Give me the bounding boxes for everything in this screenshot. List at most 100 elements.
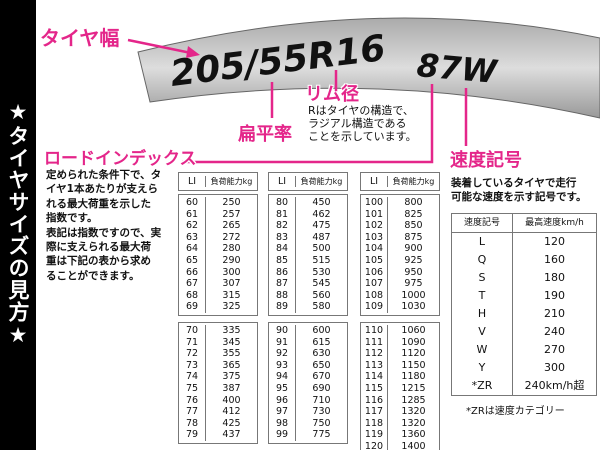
- load-capacity: 437: [222, 429, 241, 441]
- text-line: イヤ1本あたりが支えら: [46, 183, 158, 196]
- load-index: 107: [361, 278, 388, 290]
- load-index: 79: [179, 429, 206, 441]
- load-index: 83: [269, 231, 296, 244]
- load-capacity: 580: [312, 301, 331, 313]
- load-index: 76: [179, 394, 206, 407]
- table-row: 110 1060: [361, 324, 439, 337]
- table-row: 74 375: [179, 371, 257, 383]
- table-row: 91 615: [269, 336, 347, 349]
- load-capacity: 345: [222, 336, 241, 348]
- load-capacity: 950: [404, 266, 423, 278]
- load-capacity: 900: [404, 243, 423, 255]
- load-capacity: 545: [312, 278, 331, 290]
- load-capacity: 1360: [401, 429, 426, 441]
- pointer-lines: [127, 38, 468, 164]
- load-index: 104: [361, 243, 388, 255]
- load-index: 62: [179, 220, 206, 232]
- table-row: 83 487: [269, 231, 347, 244]
- table-row: 112 1120: [361, 348, 439, 360]
- load-index: 113: [361, 359, 388, 372]
- load-capacity: 1285: [401, 394, 426, 406]
- table-row: H 210: [452, 305, 596, 323]
- load-capacity: 1150: [401, 359, 426, 371]
- load-index: 89: [269, 301, 296, 313]
- header-cell: LI: [269, 176, 296, 187]
- table-row: 108 1000: [361, 289, 439, 302]
- table-row: V 240: [452, 323, 596, 341]
- load-index: 95: [269, 382, 296, 395]
- load-index: 88: [269, 289, 296, 302]
- table-row: 107 975: [361, 278, 439, 290]
- table-row: 98 750: [269, 417, 347, 430]
- load-index: 86: [269, 266, 296, 279]
- load-capacity: 257: [222, 208, 241, 220]
- load-capacity: 462: [312, 208, 331, 220]
- table-header: LI 負荷能力kg: [360, 172, 440, 191]
- table-row: 69 325: [179, 301, 257, 313]
- table-row: 79 437: [179, 429, 257, 441]
- table-row: 66 300: [179, 266, 257, 279]
- load-capacity: 475: [312, 220, 331, 232]
- table-header: 速度記号 最高速度km/h: [452, 214, 596, 233]
- load-index: 84: [269, 243, 296, 255]
- table-group: 80 450 81 462 82 475 83 487 84 500 85 515 86 530 87 545…: [268, 194, 348, 316]
- speed-text: 装着しているタイヤで走行 可能な速度を示す記号です。: [451, 176, 586, 204]
- sidebar-title: ★タイヤサイズの見方★: [6, 100, 30, 348]
- table-row: 87 545: [269, 278, 347, 290]
- table-row: 119 1360: [361, 429, 439, 441]
- load-capacity: 355: [222, 348, 241, 360]
- load-capacity: 750: [312, 417, 331, 429]
- speed-symbol: Y: [452, 359, 513, 377]
- load-index-label: ロードインデックス: [44, 149, 197, 169]
- load-index: 65: [179, 254, 206, 267]
- table-row: S 180: [452, 269, 596, 287]
- speed-symbol: S: [452, 269, 513, 287]
- load-capacity: 730: [312, 406, 331, 418]
- table-row: 65 290: [179, 254, 257, 267]
- speed-label: 速度記号: [450, 150, 522, 171]
- table-row: 63 272: [179, 231, 257, 244]
- load-index: 64: [179, 243, 206, 255]
- table-row: Q 160: [452, 251, 596, 269]
- load-table: LI 負荷能力kg 60 250 61 257 62 265 63 272 64 280 65 290 66…: [178, 172, 258, 444]
- max-speed: 190: [544, 289, 565, 302]
- table-row: 85 515: [269, 254, 347, 267]
- speed-symbol: T: [452, 287, 513, 305]
- load-capacity: 670: [312, 371, 331, 383]
- header-cell: 負荷能力kg: [210, 177, 253, 186]
- load-capacity: 615: [312, 336, 331, 348]
- load-index: 77: [179, 406, 206, 418]
- load-index: 96: [269, 394, 296, 407]
- load-capacity: 400: [222, 394, 241, 406]
- text-line: 表記は指数ですので、実: [46, 226, 162, 239]
- table-row: 101 825: [361, 208, 439, 221]
- tire-service: 87W: [415, 46, 500, 91]
- table-row: 68 315: [179, 289, 257, 302]
- table-row: 82 475: [269, 220, 347, 232]
- text-line: 可能な速度を示す記号です。: [451, 191, 587, 203]
- table-group: 110 1060 111 1090 112 1120 113 1150 114 1180 115 12…: [360, 321, 440, 450]
- text-line: ことを示しています。: [308, 130, 417, 143]
- sidebar: ★タイヤサイズの見方★: [0, 0, 36, 450]
- speed-symbol: W: [452, 341, 513, 359]
- table-row: 76 400: [179, 394, 257, 407]
- table-header: LI 負荷能力kg: [178, 172, 258, 191]
- table-row: 88 560: [269, 289, 347, 302]
- table-row: 81 462: [269, 208, 347, 221]
- load-index: 80: [269, 197, 296, 209]
- header-cell: 負荷能力kg: [300, 177, 343, 186]
- load-index: 102: [361, 220, 388, 232]
- load-capacity: 1090: [401, 336, 426, 348]
- speed-symbol: L: [452, 233, 513, 251]
- load-index: 119: [361, 429, 388, 441]
- table-row: 92 630: [269, 348, 347, 360]
- rim-label: リム径: [305, 84, 359, 105]
- load-index: 111: [361, 336, 388, 349]
- table-row: 95 690: [269, 382, 347, 395]
- table-row: Y 300: [452, 359, 596, 377]
- load-capacity: 630: [312, 348, 331, 360]
- load-capacity: 412: [222, 406, 241, 418]
- load-index: 66: [179, 266, 206, 279]
- table-group: 100 800 101 825 102 850 103 875 104 900 105 925 106 9…: [360, 194, 440, 316]
